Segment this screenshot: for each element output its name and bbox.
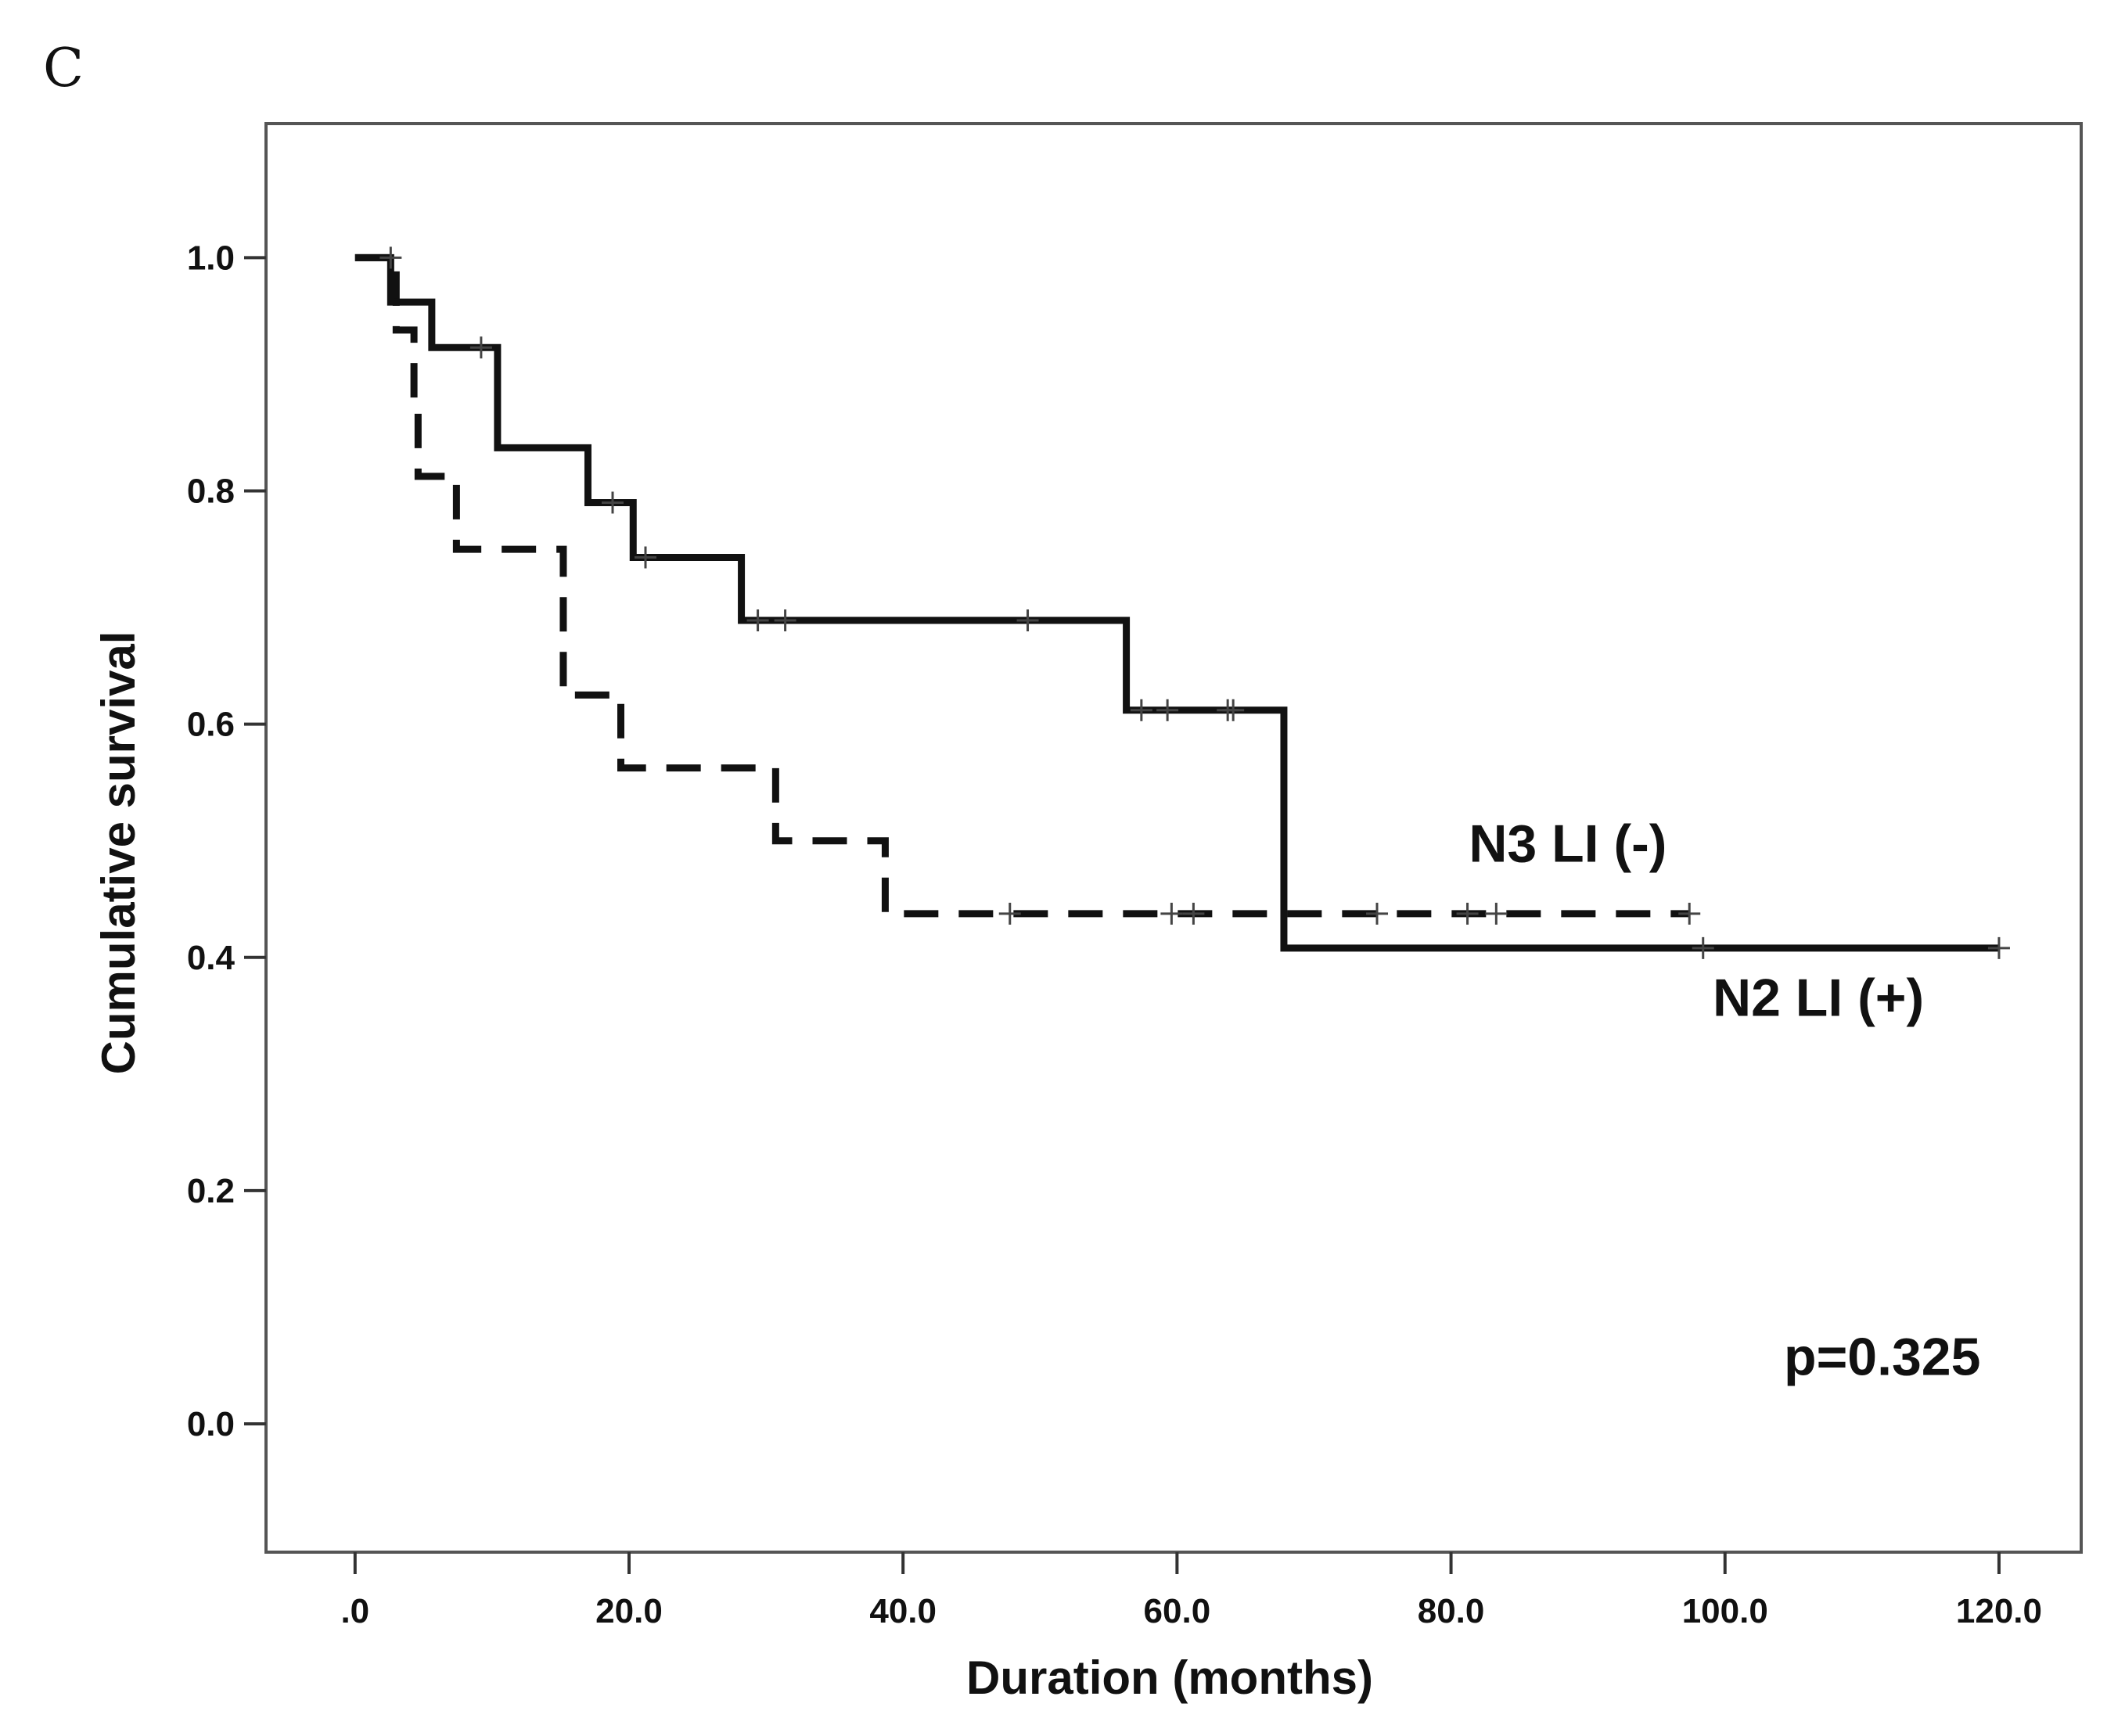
censor-mark xyxy=(998,902,1021,925)
x-tick-label: .0 xyxy=(340,1592,369,1630)
censor-mark xyxy=(746,609,769,632)
y-tick-label: 0.2 xyxy=(187,1172,235,1210)
censor-mark xyxy=(774,609,796,632)
plot-frame xyxy=(264,122,2083,1554)
censor-mark xyxy=(1160,902,1183,925)
y-tick-label: 1.0 xyxy=(187,239,235,277)
y-axis-title: Cumulative survival xyxy=(92,631,145,1075)
censor-mark xyxy=(1366,902,1389,925)
y-tick-label: 0.0 xyxy=(187,1405,235,1443)
censor-mark xyxy=(1222,699,1245,721)
x-axis-title: Duration (months) xyxy=(966,1652,1373,1704)
censor-marks xyxy=(379,246,2010,959)
x-tick-label: 40.0 xyxy=(869,1592,937,1630)
series-layer xyxy=(354,253,1999,952)
censor-mark xyxy=(469,336,492,359)
censor-mark xyxy=(1678,902,1701,925)
censor-mark xyxy=(601,491,624,514)
censor-mark xyxy=(1130,699,1152,721)
series-line-n2-li xyxy=(354,253,1999,952)
censor-mark xyxy=(1156,699,1179,721)
censor-mark xyxy=(1987,936,2010,959)
x-tick-label: 80.0 xyxy=(1418,1592,1485,1630)
censor-mark xyxy=(1692,936,1714,959)
y-axis: 0.0 0.2 0.4 0.6 0.8 1.0 xyxy=(187,239,266,1443)
x-tick-label: 120.0 xyxy=(1956,1592,2042,1630)
annotations: N3 LI (-) N2 LI (+) p=0.325 xyxy=(1469,814,1980,1387)
y-tick-label: 0.8 xyxy=(187,473,235,511)
censor-mark xyxy=(1016,609,1039,632)
panel-label: C xyxy=(43,38,84,99)
x-tick-label: 60.0 xyxy=(1144,1592,1211,1630)
series-line-n3-li xyxy=(354,253,1690,918)
y-tick-label: 0.6 xyxy=(187,706,235,744)
censor-mark xyxy=(1485,902,1508,925)
censor-mark xyxy=(379,246,402,269)
x-tick-label: 100.0 xyxy=(1682,1592,1768,1630)
x-axis: .0 20.0 40.0 60.0 80.0 100.0 120.0 xyxy=(340,1552,2042,1630)
censor-mark xyxy=(635,546,657,569)
x-tick-label: 20.0 xyxy=(595,1592,663,1630)
annotation-label: N2 LI (+) xyxy=(1713,968,1924,1027)
annotation-label: N3 LI (-) xyxy=(1469,814,1667,874)
y-tick-label: 0.4 xyxy=(187,939,236,977)
censor-mark xyxy=(1456,902,1479,925)
annotation-label: p=0.325 xyxy=(1784,1327,1980,1386)
censor-mark xyxy=(1182,902,1205,925)
